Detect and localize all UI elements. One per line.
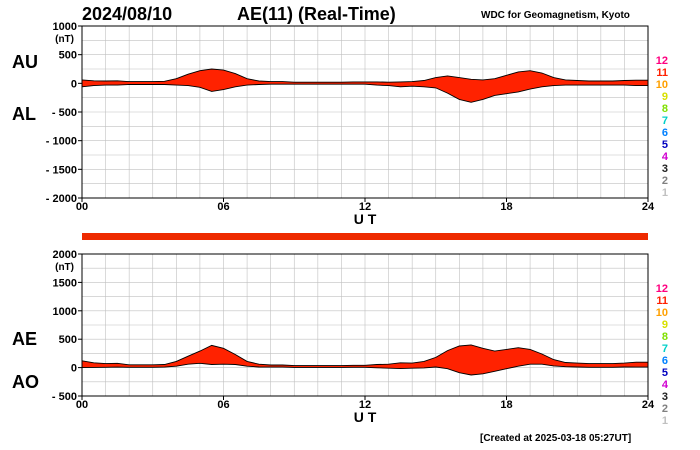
coverage-bar	[82, 233, 648, 240]
station-scale-number: 2	[662, 175, 668, 187]
station-scale-number: 4	[662, 151, 669, 163]
station-scale-number: 5	[662, 139, 668, 151]
series-line-au	[81, 68, 648, 83]
x-tick-label: 18	[500, 201, 512, 213]
series-line-ae	[81, 344, 648, 367]
station-scale-number: 7	[662, 343, 668, 355]
y-tick-label: - 500	[52, 107, 77, 119]
y-tick-label: 2000	[53, 249, 77, 261]
station-scale-number: 9	[662, 319, 668, 331]
y-tick-label: - 1000	[46, 136, 77, 148]
plot-date: 2024/08/10	[82, 4, 173, 24]
y-tick-label: 1500	[53, 277, 77, 289]
x-tick-label: 06	[217, 201, 229, 213]
station-scale-number: 3	[662, 163, 668, 175]
station-scale-number: 2	[662, 403, 668, 415]
y-tick-label: - 2000	[46, 193, 77, 205]
chart-panel-1: 1000 500 0 - 500 - 1000 - 1500 - 2000 (nT) 00 06 1…	[46, 21, 669, 227]
y-tick-label: - 500	[52, 391, 77, 403]
x-axis-label: U T	[354, 409, 377, 425]
series-line-al	[81, 83, 648, 103]
station-scale-number: 5	[662, 367, 668, 379]
created-timestamp: [Created at 2025-03-18 05:27UT]	[480, 433, 632, 444]
series-line-ao	[81, 362, 648, 376]
station-scale-number: 12	[656, 55, 668, 67]
station-scale-number: 4	[662, 379, 669, 391]
station-scale-number: 10	[656, 307, 668, 319]
au-label: AU	[12, 52, 38, 72]
plot-title: AE(11) (Real-Time)	[237, 4, 396, 24]
y-tick-label: 0	[71, 78, 77, 90]
y-tick-label: 1000	[53, 21, 77, 33]
al-label: AL	[12, 104, 36, 124]
x-tick-label: 24	[642, 201, 655, 213]
station-scale-number: 9	[662, 91, 668, 103]
station-scale-number: 3	[662, 391, 668, 403]
x-tick-label: 24	[642, 399, 655, 411]
x-tick-label: 00	[76, 399, 88, 411]
ae-label: AE	[12, 329, 38, 349]
data-source: WDC for Geomagnetism, Kyoto	[481, 10, 630, 21]
station-scale-number: 7	[662, 115, 668, 127]
y-tick-label: 500	[59, 50, 77, 62]
x-tick-label: 06	[217, 399, 229, 411]
station-scale-number: 11	[656, 67, 668, 79]
x-tick-label: 12	[359, 201, 371, 213]
area-fill	[82, 344, 648, 375]
y-tick-label: 1000	[53, 306, 77, 318]
station-scale-number: 8	[662, 103, 668, 115]
ao-label: AO	[12, 372, 39, 392]
y-tick-label: - 1500	[46, 164, 77, 176]
y-unit-label: (nT)	[55, 34, 74, 45]
station-scale-number: 1	[662, 187, 668, 199]
x-tick-label: 18	[500, 399, 512, 411]
station-scale-number: 8	[662, 331, 668, 343]
x-axis-label: U T	[354, 211, 377, 227]
station-scale-number: 11	[656, 295, 668, 307]
station-scale-number: 12	[656, 283, 668, 295]
x-tick-label: 00	[76, 201, 88, 213]
grid	[82, 254, 648, 396]
station-scale-number: 6	[662, 127, 668, 139]
station-scale-number: 1	[662, 415, 668, 427]
y-tick-label: 500	[59, 334, 77, 346]
x-tick-label: 12	[359, 399, 371, 411]
y-tick-label: 0	[71, 363, 77, 375]
y-unit-label: (nT)	[55, 262, 74, 273]
grid	[82, 26, 648, 198]
station-scale-number: 6	[662, 355, 668, 367]
station-scale-number: 10	[656, 79, 668, 91]
area-fill	[82, 69, 648, 103]
